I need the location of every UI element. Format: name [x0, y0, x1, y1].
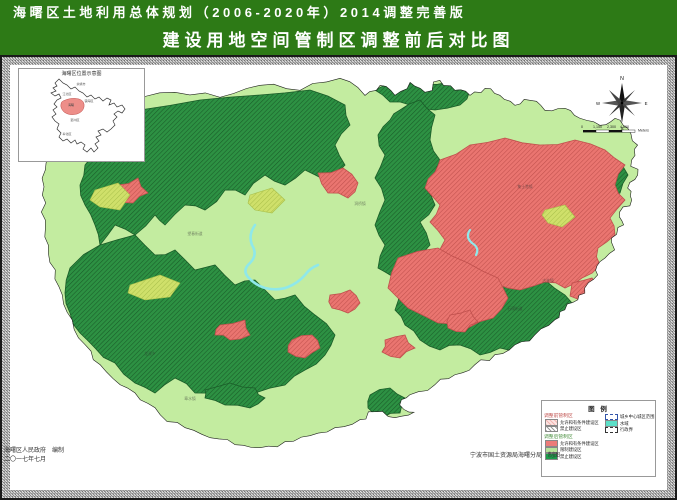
svg-text:龙观乡: 龙观乡 [144, 351, 156, 356]
svg-text:集士港镇: 集士港镇 [517, 184, 532, 189]
svg-text:N: N [620, 76, 624, 82]
svg-text:Meters: Meters [638, 129, 649, 133]
svg-text:章水镇: 章水镇 [184, 396, 196, 401]
svg-text:望春街道: 望春街道 [187, 231, 202, 236]
svg-text:4,600: 4,600 [620, 125, 629, 129]
svg-text:高桥镇: 高桥镇 [594, 301, 606, 306]
svg-text:江北区: 江北区 [62, 91, 71, 96]
svg-text:石碶街道: 石碶街道 [507, 306, 522, 311]
svg-text:0: 0 [581, 125, 583, 129]
svg-text:奉化区: 奉化区 [62, 131, 71, 136]
svg-text:古林镇: 古林镇 [542, 278, 554, 283]
svg-text:W: W [596, 101, 601, 106]
svg-text:海曙: 海曙 [68, 102, 74, 107]
svg-text:镇海区: 镇海区 [84, 98, 93, 103]
svg-text:1,150: 1,150 [593, 125, 602, 129]
svg-text:E: E [645, 101, 648, 106]
svg-text:鄞州区: 鄞州区 [70, 117, 79, 122]
svg-text:洞桥镇: 洞桥镇 [354, 201, 366, 206]
svg-text:2,300: 2,300 [607, 125, 616, 129]
svg-text:余姚市: 余姚市 [76, 81, 85, 86]
